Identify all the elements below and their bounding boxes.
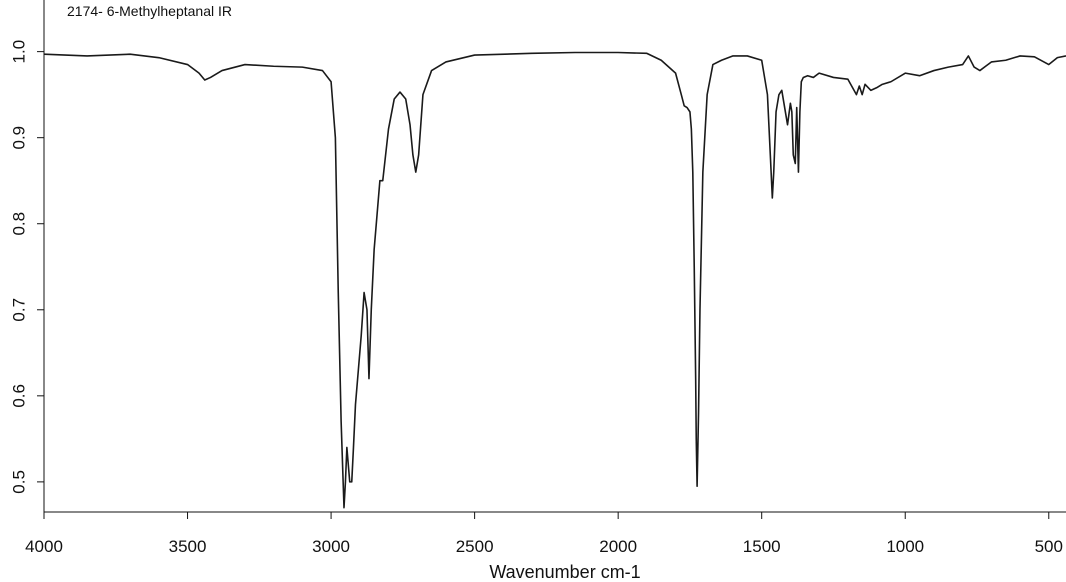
y-tick-label: 1.0	[9, 40, 28, 64]
x-axis: 4000 3500 3000 2500 2000 1500 1000 500	[25, 512, 1063, 556]
x-tick-label: 2000	[599, 537, 637, 556]
x-tick-label: 500	[1035, 537, 1063, 556]
spectrum-line	[43, 51, 1066, 509]
y-tick-label: 0.7	[9, 298, 28, 322]
x-tick-label: 3000	[312, 537, 350, 556]
y-tick-label: 0.9	[9, 126, 28, 150]
y-axis: 0.5 0.6 0.7 0.8 0.9 1.0	[9, 40, 44, 494]
y-tick-label: 0.8	[9, 212, 28, 236]
y-tick-label: 0.6	[9, 384, 28, 408]
x-tick-label: 3500	[169, 537, 207, 556]
plot-frame	[43, 0, 1066, 513]
series-layer	[43, 51, 1066, 509]
chart-title: 2174- 6-Methylheptanal IR	[67, 3, 232, 19]
x-tick-label: 2500	[456, 537, 494, 556]
x-tick-label: 1000	[886, 537, 924, 556]
x-axis-label: Wavenumber cm-1	[489, 562, 640, 582]
x-tick-label: 4000	[25, 537, 63, 556]
y-tick-label: 0.5	[9, 470, 28, 494]
x-tick-label: 1500	[743, 537, 781, 556]
